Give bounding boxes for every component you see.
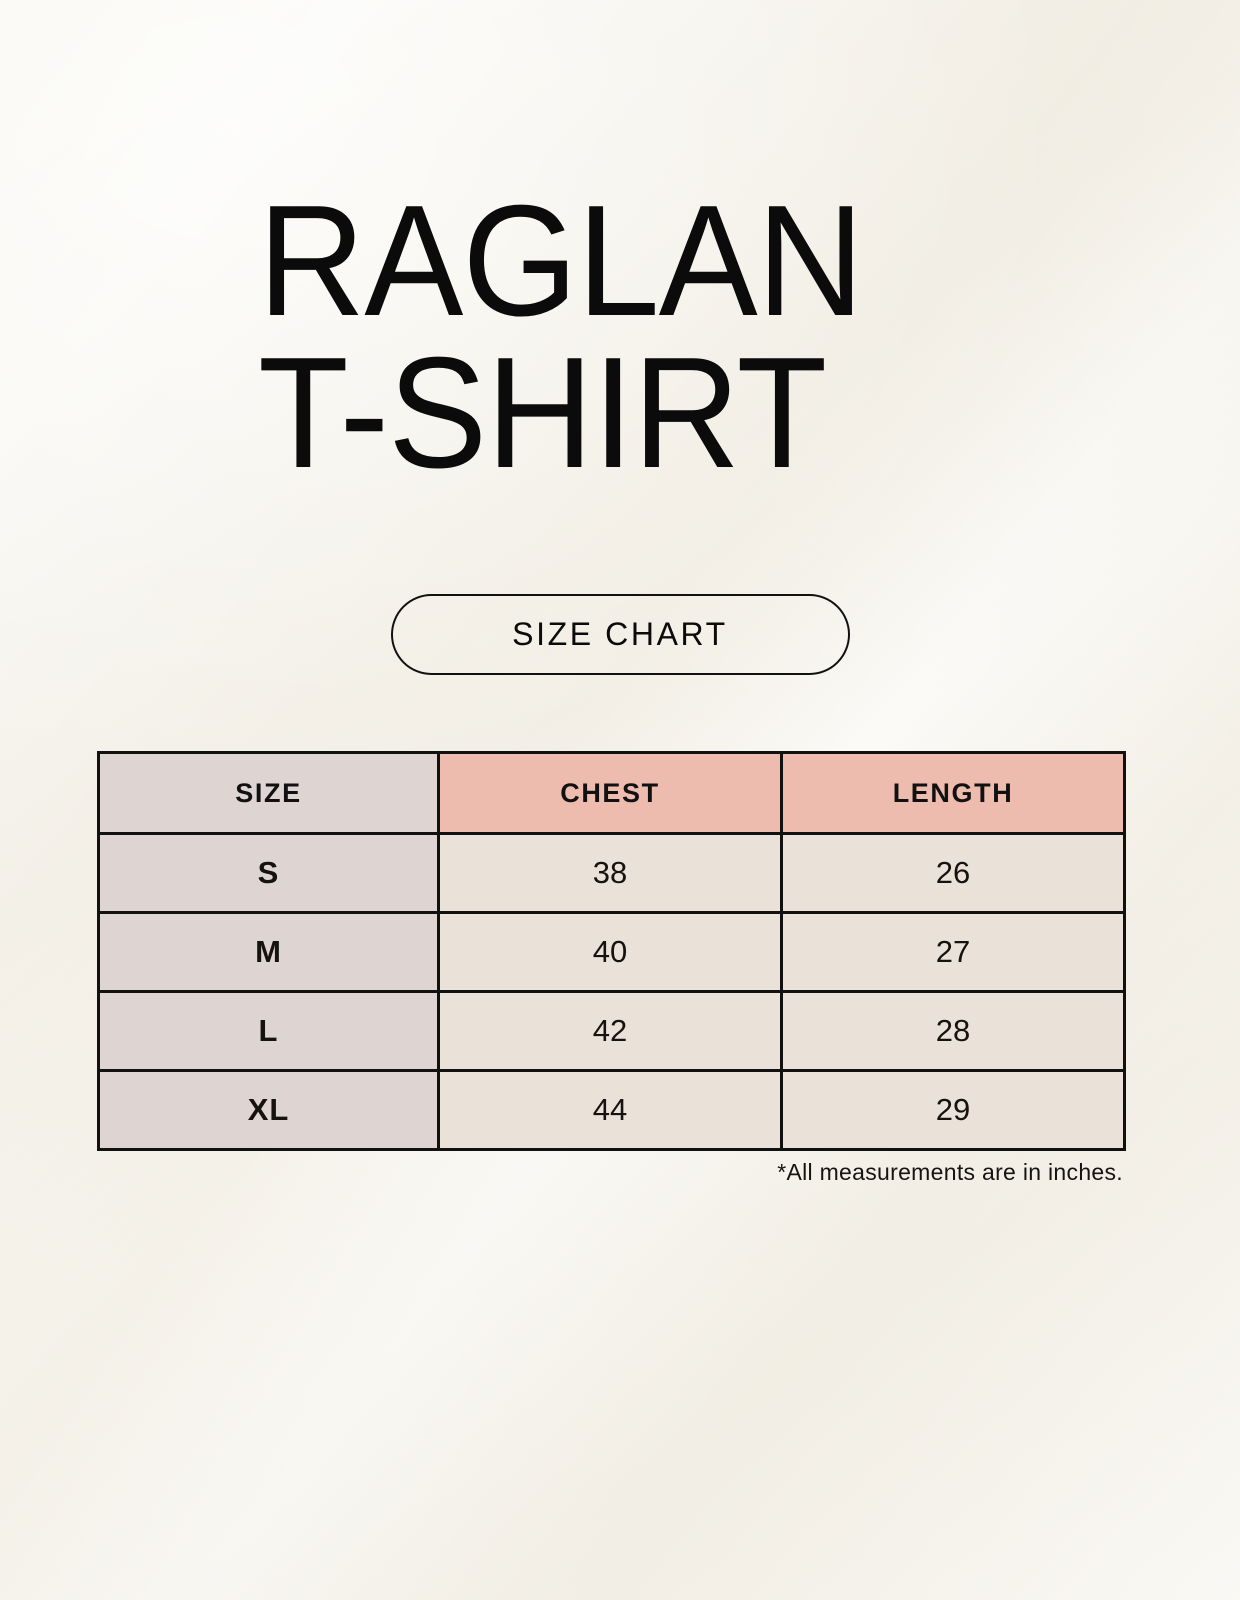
cell-size-l: L (97, 990, 440, 1072)
size-chart-badge-container: SIZE CHART (0, 594, 1240, 675)
cell-chest-l: 42 (437, 990, 783, 1072)
cell-size-m: M (97, 911, 440, 993)
size-chart-badge-label: SIZE CHART (512, 616, 728, 652)
table-row: S 38 26 (97, 832, 1126, 914)
cell-length-l: 28 (780, 990, 1126, 1072)
cell-length-xl: 29 (780, 1069, 1126, 1151)
column-header-length: LENGTH (780, 751, 1126, 835)
page-title-line-1: RAGLAN (258, 173, 864, 349)
size-table-container: SIZE CHEST LENGTH S 38 26 M 40 27 (97, 751, 1126, 1151)
cell-chest-m: 40 (437, 911, 783, 993)
measurements-footnote: *All measurements are in inches. (777, 1159, 1123, 1185)
table-row: L 42 28 (97, 990, 1126, 1072)
size-table: SIZE CHEST LENGTH S 38 26 M 40 27 (97, 751, 1126, 1151)
cell-chest-s: 38 (437, 832, 783, 914)
cell-size-s: S (97, 832, 440, 914)
size-table-body: S 38 26 M 40 27 L 42 28 XL (97, 832, 1126, 1151)
table-header-row: SIZE CHEST LENGTH (97, 751, 1126, 835)
cell-chest-xl: 44 (437, 1069, 783, 1151)
table-row: M 40 27 (97, 911, 1126, 993)
column-header-chest: CHEST (437, 751, 783, 835)
size-table-header: SIZE CHEST LENGTH (97, 751, 1126, 835)
table-row: XL 44 29 (97, 1069, 1126, 1151)
column-header-size: SIZE (97, 751, 440, 835)
cell-length-m: 27 (780, 911, 1126, 993)
size-chart-badge: SIZE CHART (390, 594, 850, 675)
page-title: RAGLAN T-SHIRT (258, 173, 978, 501)
cell-length-s: 26 (780, 832, 1126, 914)
page-title-line-2: T-SHIRT (258, 324, 827, 501)
cell-size-xl: XL (97, 1069, 440, 1151)
